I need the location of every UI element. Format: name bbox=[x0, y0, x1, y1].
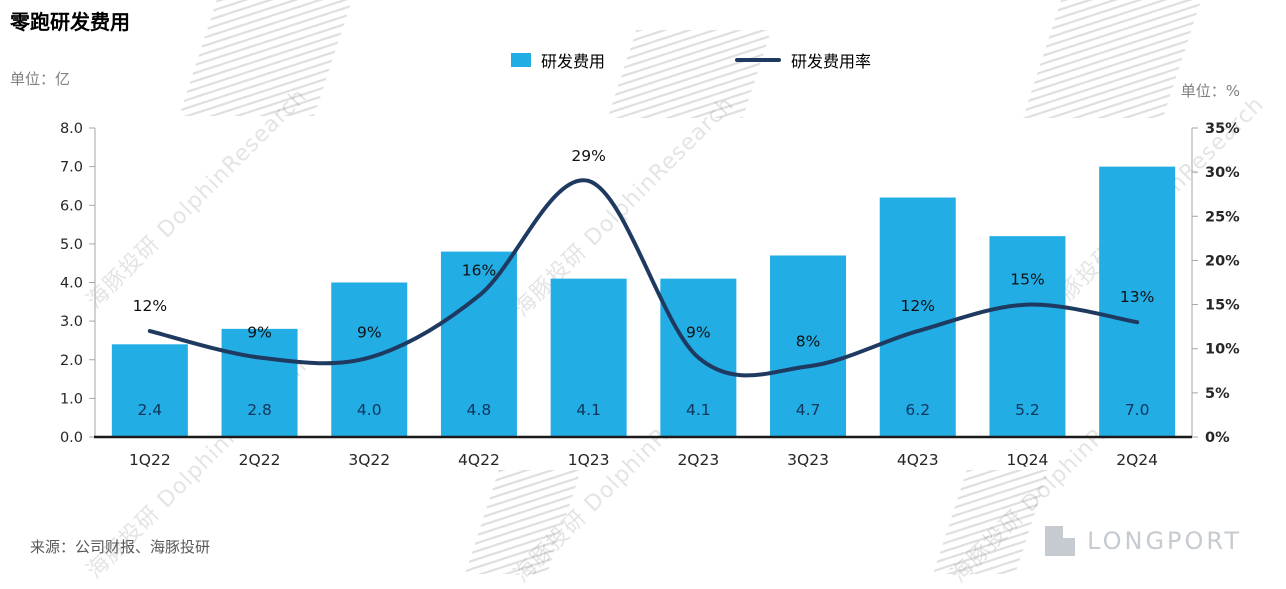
chart-svg: 0.0 1.0 2.0 3.0 4.0 5.0 6.0 7.0 8.0 0% 5% 10% 15% 20%… bbox=[60, 121, 1240, 469]
svg-text:5.2: 5.2 bbox=[1015, 401, 1040, 419]
svg-text:1Q22: 1Q22 bbox=[129, 451, 171, 469]
svg-text:4Q23: 4Q23 bbox=[897, 451, 939, 469]
svg-text:7.0: 7.0 bbox=[1125, 401, 1150, 419]
svg-text:30%: 30% bbox=[1205, 165, 1240, 181]
svg-text:0.0: 0.0 bbox=[60, 430, 83, 446]
svg-text:4.1: 4.1 bbox=[686, 401, 711, 419]
svg-text:9%: 9% bbox=[247, 324, 272, 342]
svg-text:4.0: 4.0 bbox=[357, 401, 382, 419]
svg-text:9%: 9% bbox=[357, 324, 382, 342]
svg-text:2Q24: 2Q24 bbox=[1116, 451, 1158, 469]
svg-text:35%: 35% bbox=[1205, 121, 1240, 137]
page-title: 零跑研发费用 bbox=[10, 10, 130, 34]
chart-page: 海豚投研 DolphinResearch 海豚投研 DolphinResearc… bbox=[10, 0, 1286, 588]
svg-text:6.2: 6.2 bbox=[905, 401, 930, 419]
svg-text:8.0: 8.0 bbox=[60, 121, 83, 137]
svg-text:20%: 20% bbox=[1205, 253, 1240, 269]
line-series-swatch-icon bbox=[735, 58, 781, 62]
svg-text:5.0: 5.0 bbox=[60, 237, 83, 253]
longport-icon bbox=[1045, 526, 1076, 556]
svg-text:10%: 10% bbox=[1205, 342, 1240, 358]
svg-text:2Q23: 2Q23 bbox=[677, 451, 719, 469]
svg-text:3Q22: 3Q22 bbox=[348, 451, 390, 469]
svg-text:3.0: 3.0 bbox=[60, 314, 83, 330]
legend-label: 研发费用 bbox=[540, 52, 605, 71]
chart-area: 0.0 1.0 2.0 3.0 4.0 5.0 6.0 7.0 8.0 0% 5% 10% 15% 20%… bbox=[60, 121, 1240, 469]
right-axis-unit-label: 单位：% bbox=[1180, 82, 1240, 100]
svg-text:8%: 8% bbox=[796, 332, 821, 350]
chart-legend: 研发费用 研发费用率 bbox=[48, 48, 1286, 72]
svg-text:15%: 15% bbox=[1010, 271, 1044, 289]
legend-label: 研发费用率 bbox=[791, 52, 872, 71]
svg-text:4.7: 4.7 bbox=[796, 401, 821, 419]
svg-text:12%: 12% bbox=[133, 297, 167, 315]
svg-text:29%: 29% bbox=[571, 147, 605, 165]
svg-text:6.0: 6.0 bbox=[60, 198, 83, 214]
svg-text:12%: 12% bbox=[901, 297, 935, 315]
svg-text:2.8: 2.8 bbox=[247, 401, 272, 419]
svg-text:4.0: 4.0 bbox=[60, 276, 83, 292]
svg-text:4.8: 4.8 bbox=[467, 401, 492, 419]
svg-text:4.1: 4.1 bbox=[576, 401, 601, 419]
svg-text:25%: 25% bbox=[1205, 209, 1240, 225]
svg-text:7.0: 7.0 bbox=[60, 160, 83, 176]
svg-text:15%: 15% bbox=[1205, 298, 1240, 314]
bar-series-swatch-icon bbox=[510, 53, 531, 67]
svg-text:2.4: 2.4 bbox=[138, 401, 163, 419]
legend-item-line-series: 研发费用率 bbox=[735, 48, 871, 72]
svg-text:1Q23: 1Q23 bbox=[568, 451, 610, 469]
svg-text:2Q22: 2Q22 bbox=[239, 451, 281, 469]
left-axis-unit-label: 单位：亿 bbox=[10, 70, 71, 88]
source-text: 来源：公司财报、海豚投研 bbox=[30, 538, 211, 556]
svg-text:9%: 9% bbox=[686, 324, 711, 342]
svg-text:13%: 13% bbox=[1120, 288, 1154, 306]
svg-text:1.0: 1.0 bbox=[60, 391, 83, 407]
longport-logo: LONGPORT bbox=[1045, 526, 1242, 556]
svg-text:2.0: 2.0 bbox=[60, 353, 83, 369]
svg-text:16%: 16% bbox=[462, 262, 496, 280]
svg-text:5%: 5% bbox=[1205, 386, 1230, 402]
svg-text:0%: 0% bbox=[1205, 430, 1230, 446]
svg-text:3Q23: 3Q23 bbox=[787, 451, 829, 469]
svg-text:1Q24: 1Q24 bbox=[1007, 451, 1049, 469]
legend-item-bar-series: 研发费用 bbox=[510, 48, 605, 72]
longport-wordmark: LONGPORT bbox=[1087, 527, 1242, 555]
svg-text:4Q22: 4Q22 bbox=[458, 451, 500, 469]
